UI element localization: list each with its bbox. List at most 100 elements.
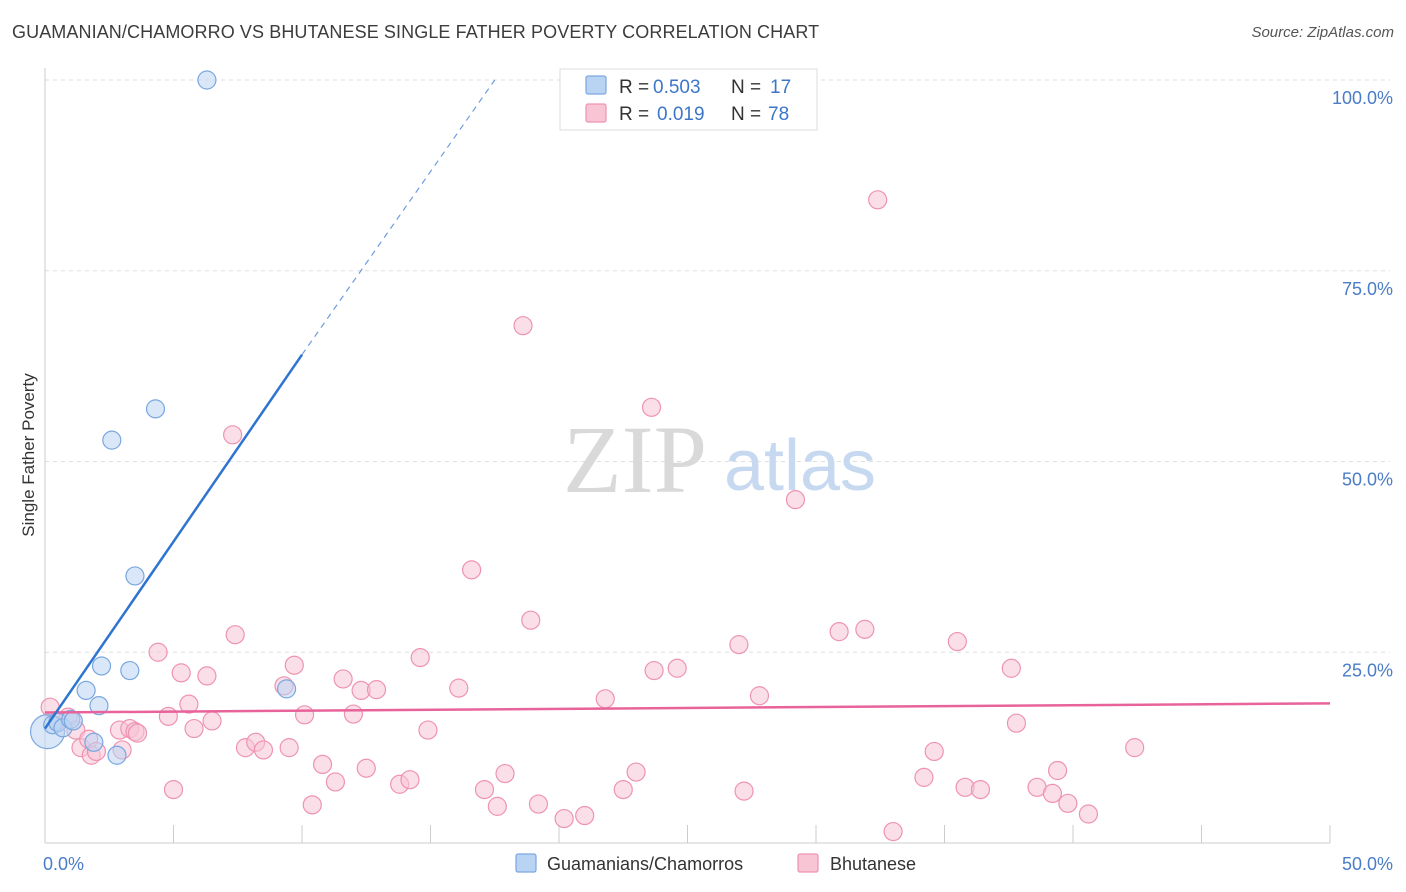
bhutanese-point: [1125, 738, 1145, 758]
series-legend-swatch-blue: [515, 853, 537, 873]
guamanian-trend-line: [43, 353, 304, 730]
bhutanese-point: [641, 397, 662, 417]
guamanian-point: [145, 399, 166, 419]
bhutanese-point: [418, 720, 438, 740]
bhutanese-point: [829, 622, 849, 642]
series-legend-label-guamanians: Guamanians/Chamorros: [547, 854, 743, 874]
bhutanese-point: [294, 705, 315, 725]
bhutanese-point: [163, 779, 184, 800]
bhutanese-point: [356, 758, 376, 778]
bhutanese-point: [734, 781, 754, 801]
guamanian-point: [125, 566, 145, 586]
bhutanese-trend-line: [44, 702, 1331, 714]
bhutanese-point: [449, 678, 469, 698]
bhutanese-point: [462, 560, 482, 580]
guamanian-point: [91, 656, 112, 676]
y-tick-label: 100.0%: [1332, 88, 1393, 108]
watermark: ZIP atlas: [563, 406, 876, 513]
bhutanese-point: [325, 772, 346, 792]
bhutanese-point: [1058, 793, 1078, 813]
bhutanese-point: [184, 718, 204, 739]
guamanian-point: [76, 680, 96, 701]
bhutanese-point: [513, 316, 533, 336]
bhutanese-point: [1001, 658, 1021, 678]
legend-swatch-blue: [585, 75, 607, 95]
series-legend-swatch-pink: [797, 853, 819, 873]
y-tick-label: 50.0%: [1342, 470, 1393, 490]
bhutanese-point: [343, 704, 363, 724]
bhutanese-point: [924, 741, 944, 762]
bhutanese-point: [1042, 783, 1063, 804]
bhutanese-point: [626, 762, 646, 782]
guamanian-points: [29, 70, 297, 765]
bhutanese-point: [521, 610, 541, 630]
tick-labels: 25.0% 50.0% 75.0% 100.0% 0.0% 50.0%: [43, 88, 1393, 874]
bhutanese-point: [333, 669, 353, 689]
legend-r-label: R =: [619, 104, 649, 125]
series-legend: Guamanians/Chamorros Bhutanese: [515, 853, 916, 874]
bhutanese-point: [729, 635, 749, 655]
bhutanese-point: [883, 821, 903, 842]
guamanian-point: [120, 660, 140, 681]
bhutanese-point: [253, 740, 274, 760]
bhutanese-point: [528, 794, 549, 814]
bhutanese-point: [914, 767, 934, 787]
legend-swatch-pink: [585, 103, 607, 123]
watermark-zip: ZIP: [563, 406, 707, 513]
guamanian-point: [107, 745, 127, 765]
bhutanese-point: [495, 763, 515, 784]
legend-r-label: R =: [619, 77, 649, 98]
bhutanese-point: [410, 647, 430, 668]
bhutanese-point: [970, 779, 991, 800]
bhutanese-point: [302, 795, 322, 815]
bhutanese-point: [158, 706, 178, 726]
guamanian-point: [197, 70, 217, 90]
legend-n-value: 78: [768, 104, 789, 125]
legend-r-value: 0.019: [657, 104, 705, 125]
y-axis-label: Single Father Poverty: [19, 373, 38, 537]
guamanian-trend-extension: [301, 79, 496, 356]
bhutanese-point: [171, 663, 191, 683]
bhutanese-point: [148, 642, 168, 662]
bhutanese-point: [1006, 713, 1027, 733]
guamanian-point: [89, 696, 109, 716]
bhutanese-point: [868, 190, 888, 210]
chart-title: GUAMANIAN/CHAMORRO VS BHUTANESE SINGLE F…: [12, 22, 820, 42]
guamanian-point: [84, 732, 104, 752]
x-tick-label: 0.0%: [43, 854, 84, 874]
series-legend-label-bhutanese: Bhutanese: [830, 854, 916, 874]
y-tick-label: 25.0%: [1342, 660, 1393, 680]
legend-r-value: 0.503: [653, 77, 701, 98]
bhutanese-point: [127, 723, 148, 743]
legend-n-label: N =: [731, 77, 761, 98]
bhutanese-point: [785, 490, 806, 510]
legend-n-label: N =: [731, 104, 761, 125]
guamanian-point: [276, 679, 297, 699]
legend-n-value: 17: [770, 77, 791, 98]
bhutanese-point: [644, 660, 664, 681]
grid-lines: [45, 79, 1390, 653]
bhutanese-point: [575, 805, 595, 826]
bhutanese-point: [595, 689, 615, 709]
bhutanese-point: [284, 655, 304, 675]
bhutanese-point: [749, 686, 770, 706]
bhutanese-point: [179, 694, 199, 714]
bhutanese-point: [947, 631, 967, 652]
bhutanese-point: [202, 711, 222, 731]
source-label: Source: ZipAtlas.com: [1251, 24, 1394, 41]
x-tick-label: 50.0%: [1342, 854, 1393, 874]
bhutanese-point: [197, 666, 217, 686]
bhutanese-point: [1078, 804, 1099, 824]
bhutanese-points: [40, 190, 1145, 842]
bhutanese-point: [613, 779, 633, 800]
bhutanese-point: [223, 425, 243, 445]
bhutanese-point: [366, 680, 387, 700]
bhutanese-point: [855, 619, 875, 639]
bhutanese-point: [554, 808, 574, 829]
bhutanese-point: [474, 779, 495, 800]
bhutanese-point: [667, 658, 687, 678]
stats-legend: R = 0.503 N = 17 R = 0.019 N = 78: [559, 68, 818, 131]
bhutanese-point: [400, 770, 420, 790]
trend-lines: [43, 79, 1331, 730]
